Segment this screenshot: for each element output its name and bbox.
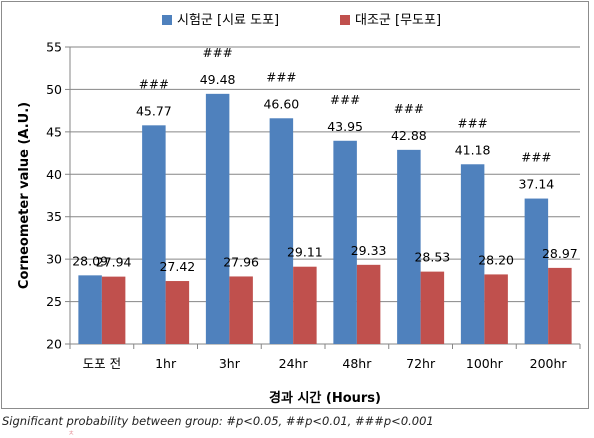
data-label-series-1: 41.18 xyxy=(455,142,491,157)
bar-series-2 xyxy=(293,266,317,344)
y-tick-label: 35 xyxy=(46,209,62,224)
data-label-series-2: 29.33 xyxy=(351,243,387,258)
x-tick-label: 1hr xyxy=(155,356,177,371)
data-label-series-1: 45.77 xyxy=(136,103,172,118)
bar-series-1 xyxy=(333,140,357,344)
y-tick-label: 50 xyxy=(46,82,62,97)
corner-mark: ㅊ xyxy=(68,429,75,437)
x-tick-label: 3hr xyxy=(219,356,241,371)
y-axis-title: Corneometer value (A.U.) xyxy=(17,102,32,289)
chart-frame: 20 25 30 35 40 45 50 55 도포 전 1hr 3hr 24hr 48hr 72hr 10… xyxy=(1,1,589,409)
significance-marker: ### xyxy=(458,116,488,130)
significance-marker: ### xyxy=(266,70,296,84)
data-label-series-2: 28.53 xyxy=(414,250,450,265)
bar-series-1 xyxy=(78,275,102,344)
data-label-series-1: 43.95 xyxy=(327,119,363,134)
bar-series-1 xyxy=(460,164,485,344)
bar-series-2 xyxy=(420,271,445,344)
bar-series-2 xyxy=(484,274,508,344)
y-tick-label: 40 xyxy=(46,167,62,182)
bar-series-2 xyxy=(101,276,126,344)
data-label-series-2: 27.94 xyxy=(96,255,132,270)
data-label-series-1: 46.60 xyxy=(263,96,299,111)
bar-series-1 xyxy=(142,125,166,344)
legend-swatch-series-1 xyxy=(162,15,172,25)
bar-series-2 xyxy=(548,267,572,344)
x-tick-label: 도포 전 xyxy=(83,356,121,371)
x-axis-title: 경과 시간 (Hours) xyxy=(269,390,381,406)
significance-footnote: Significant probability between group: #… xyxy=(2,414,434,428)
bar-chart: 20 25 30 35 40 45 50 55 도포 전 1hr 3hr 24hr 48hr 72hr 10… xyxy=(17,13,581,406)
y-tick-label: 20 xyxy=(46,337,62,352)
significance-marker: ### xyxy=(521,151,551,165)
bar-series-1 xyxy=(269,118,294,344)
bar-series-2 xyxy=(165,281,190,344)
significance-marker: ### xyxy=(394,102,424,116)
data-label-series-1: 42.88 xyxy=(391,128,427,143)
y-tick-label: 45 xyxy=(46,124,62,139)
x-tick-label: 72hr xyxy=(406,356,436,371)
data-label-series-1: 37.14 xyxy=(518,177,554,192)
bar-series-1 xyxy=(524,198,549,344)
legend-label-series-2: 대조군 [무도포] xyxy=(355,13,441,28)
data-label-series-2: 28.97 xyxy=(542,246,578,261)
bar-series-2 xyxy=(229,276,253,344)
bar-series-1 xyxy=(397,149,421,344)
y-tick-label: 25 xyxy=(46,294,62,309)
data-label-series-1: 28.09 xyxy=(72,253,108,268)
y-tick-label: 55 xyxy=(46,40,62,55)
bar-series-2 xyxy=(356,264,381,344)
significance-marker: ### xyxy=(203,46,233,60)
x-tick-label: 24hr xyxy=(279,356,309,371)
legend-label-series-1: 시험군 [시료 도포] xyxy=(177,13,279,28)
data-label-series-2: 27.42 xyxy=(159,259,195,274)
y-tick-label: 30 xyxy=(46,252,62,267)
data-label-series-2: 29.11 xyxy=(287,245,323,260)
significance-marker: ### xyxy=(330,93,360,107)
bar-series-1 xyxy=(205,93,230,344)
x-tick-label: 200hr xyxy=(530,356,568,371)
x-tick-label: 100hr xyxy=(466,356,504,371)
data-label-series-2: 28.20 xyxy=(478,252,514,267)
data-label-series-1: 49.48 xyxy=(200,72,236,87)
legend-swatch-series-2 xyxy=(340,15,350,25)
significance-marker: ### xyxy=(139,77,169,91)
x-tick-label: 48hr xyxy=(342,356,372,371)
data-label-series-2: 27.96 xyxy=(223,254,259,269)
